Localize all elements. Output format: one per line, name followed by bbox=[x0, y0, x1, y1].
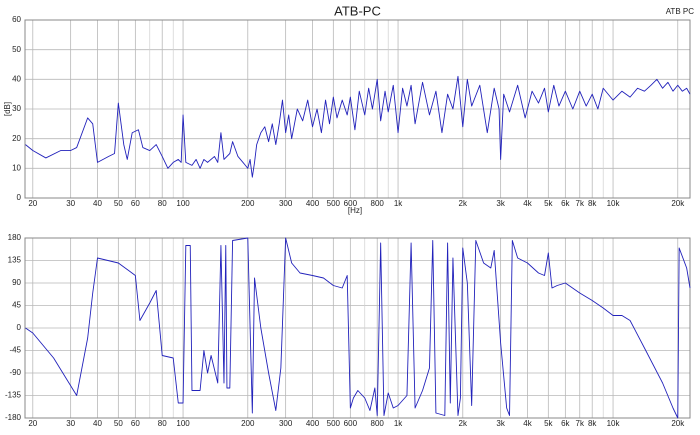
x-tick-label: 600 bbox=[344, 199, 358, 208]
x-tick-label: 7k bbox=[576, 199, 585, 208]
response-line bbox=[25, 75, 691, 178]
x-tick-label: 8k bbox=[588, 199, 597, 208]
x-tick-label: 30 bbox=[66, 199, 75, 208]
response-line bbox=[25, 237, 691, 419]
x-tick-label: 5k bbox=[544, 419, 553, 428]
y-tick-label: 90 bbox=[12, 278, 21, 287]
x-tick-label: 500 bbox=[327, 419, 341, 428]
x-tick-label: 60 bbox=[131, 199, 140, 208]
x-tick-label: 600 bbox=[344, 419, 358, 428]
x-tick-label: 400 bbox=[306, 199, 320, 208]
y-tick-label: 60 bbox=[12, 15, 21, 24]
y-tick-label: 180 bbox=[8, 233, 22, 242]
y-tick-label: 0 bbox=[17, 193, 22, 202]
x-tick-label: 7k bbox=[576, 419, 585, 428]
x-tick-label: 40 bbox=[93, 419, 102, 428]
x-tick-label: 30 bbox=[66, 419, 75, 428]
x-tick-label: 6k bbox=[561, 199, 570, 208]
x-tick-label: 20 bbox=[28, 199, 37, 208]
x-tick-label: 80 bbox=[158, 199, 167, 208]
x-tick-label: 200 bbox=[241, 199, 255, 208]
x-tick-label: 3k bbox=[496, 199, 505, 208]
y-tick-label: -180 bbox=[5, 413, 22, 422]
x-tick-label: 800 bbox=[371, 199, 385, 208]
x-tick-label: 300 bbox=[279, 419, 293, 428]
y-tick-label: 50 bbox=[12, 45, 21, 54]
x-tick-label: 20k bbox=[671, 199, 685, 208]
x-tick-label: 4k bbox=[523, 419, 532, 428]
x-tick-label: 400 bbox=[306, 419, 320, 428]
x-tick-label: 500 bbox=[327, 199, 341, 208]
y-axis-label: [dB] bbox=[3, 102, 12, 116]
x-tick-label: 1k bbox=[394, 199, 403, 208]
x-axis-label: [Hz] bbox=[348, 206, 362, 215]
y-tick-label: 45 bbox=[12, 301, 21, 310]
x-tick-label: 60 bbox=[131, 419, 140, 428]
y-tick-label: -45 bbox=[9, 346, 21, 355]
y-tick-label: 20 bbox=[12, 134, 21, 143]
x-tick-label: 20k bbox=[671, 419, 685, 428]
x-tick-label: 3k bbox=[496, 419, 505, 428]
x-tick-label: 200 bbox=[241, 419, 255, 428]
x-tick-label: 2k bbox=[459, 199, 468, 208]
x-tick-label: 6k bbox=[561, 419, 570, 428]
x-tick-label: 300 bbox=[279, 199, 293, 208]
x-tick-label: 50 bbox=[114, 199, 123, 208]
x-tick-label: 4k bbox=[523, 199, 532, 208]
y-tick-label: 135 bbox=[8, 256, 22, 265]
y-tick-label: -135 bbox=[5, 391, 22, 400]
x-tick-label: 10k bbox=[607, 419, 621, 428]
x-tick-label: 100 bbox=[176, 199, 190, 208]
x-tick-label: 800 bbox=[371, 419, 385, 428]
y-tick-label: 0 bbox=[17, 323, 22, 332]
x-tick-label: 40 bbox=[93, 199, 102, 208]
chart-title: ATB-PC bbox=[334, 3, 381, 18]
plot-frame bbox=[24, 19, 691, 199]
y-tick-label: 30 bbox=[12, 104, 21, 113]
x-tick-label: 8k bbox=[588, 419, 597, 428]
x-tick-label: 10k bbox=[607, 199, 621, 208]
plot-frame bbox=[24, 237, 691, 419]
y-tick-label: 40 bbox=[12, 74, 21, 83]
x-tick-label: 2k bbox=[459, 419, 468, 428]
x-tick-label: 5k bbox=[544, 199, 553, 208]
x-tick-label: 80 bbox=[158, 419, 167, 428]
y-tick-label: 10 bbox=[12, 163, 21, 172]
x-tick-label: 1k bbox=[394, 419, 403, 428]
y-tick-label: -90 bbox=[9, 368, 21, 377]
corner-label: ATB PC bbox=[666, 7, 695, 16]
x-tick-label: 50 bbox=[114, 419, 123, 428]
x-tick-label: 20 bbox=[28, 419, 37, 428]
x-tick-label: 100 bbox=[176, 419, 190, 428]
